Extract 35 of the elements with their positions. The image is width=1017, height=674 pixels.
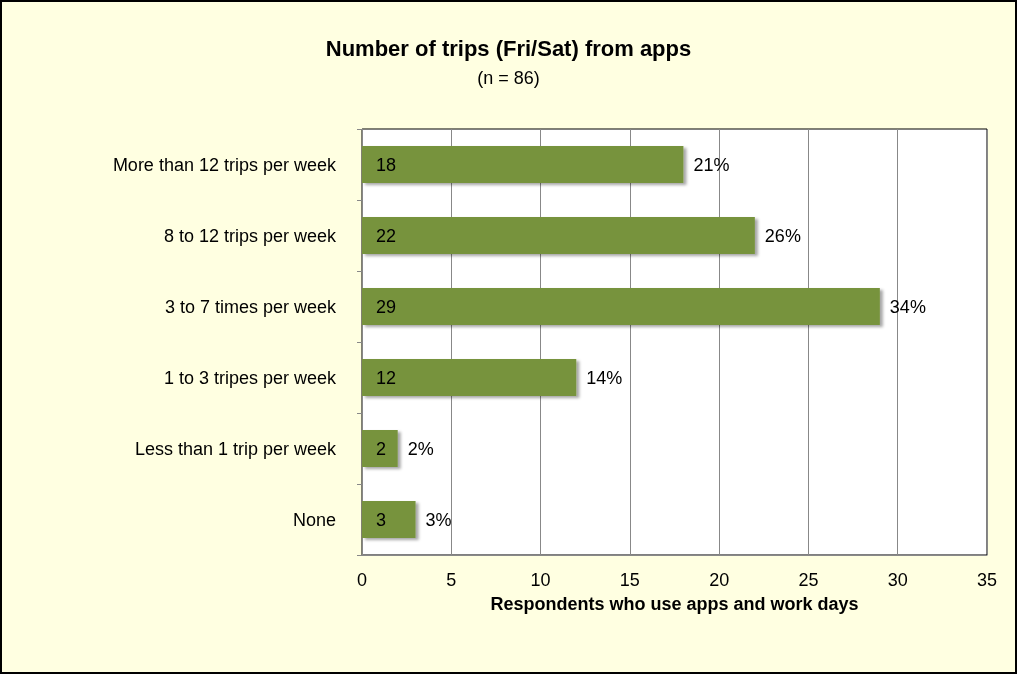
y-tick-label: Less than 1 trip per week — [134, 438, 337, 459]
data-label: 3 — [376, 509, 387, 530]
chart-subtitle: (n = 86) — [477, 68, 540, 88]
bar — [362, 217, 755, 254]
x-tick-label: 0 — [356, 570, 368, 590]
x-tick-label: 30 — [887, 570, 908, 590]
annotation: 14% — [586, 367, 623, 388]
x-tick-label: 5 — [446, 570, 457, 590]
x-tick-label: 20 — [709, 570, 730, 590]
data-label: 22 — [376, 225, 397, 246]
y-tick-label: None — [292, 509, 336, 530]
x-tick-label: 25 — [798, 570, 819, 590]
bar — [362, 359, 577, 396]
bar — [362, 501, 416, 538]
data-label: 2 — [376, 438, 387, 459]
bar — [362, 430, 398, 467]
x-tick-label: 10 — [530, 570, 551, 590]
annotation: 26% — [764, 225, 801, 246]
chart-title: Number of trips (Fri/Sat) from apps — [325, 35, 692, 61]
x-tick-label: 35 — [976, 570, 998, 590]
annotation: 2% — [407, 438, 434, 459]
data-label: 12 — [376, 367, 397, 388]
y-tick-label: More than 12 trips per week — [112, 154, 337, 175]
annotation: 3% — [425, 509, 452, 530]
y-tick-label: 1 to 3 tripes per week — [163, 367, 337, 388]
annotation: 21% — [693, 154, 730, 175]
x-tick-label: 15 — [619, 570, 640, 590]
y-tick-label: 8 to 12 trips per week — [163, 225, 337, 246]
annotation: 34% — [889, 296, 926, 317]
bar — [362, 288, 880, 325]
bar — [362, 146, 684, 183]
data-label: 29 — [376, 296, 397, 317]
y-tick-label: 3 to 7 times per week — [164, 296, 337, 317]
data-label: 18 — [376, 154, 397, 175]
x-axis-title: Respondents who use apps and work days — [490, 594, 859, 614]
